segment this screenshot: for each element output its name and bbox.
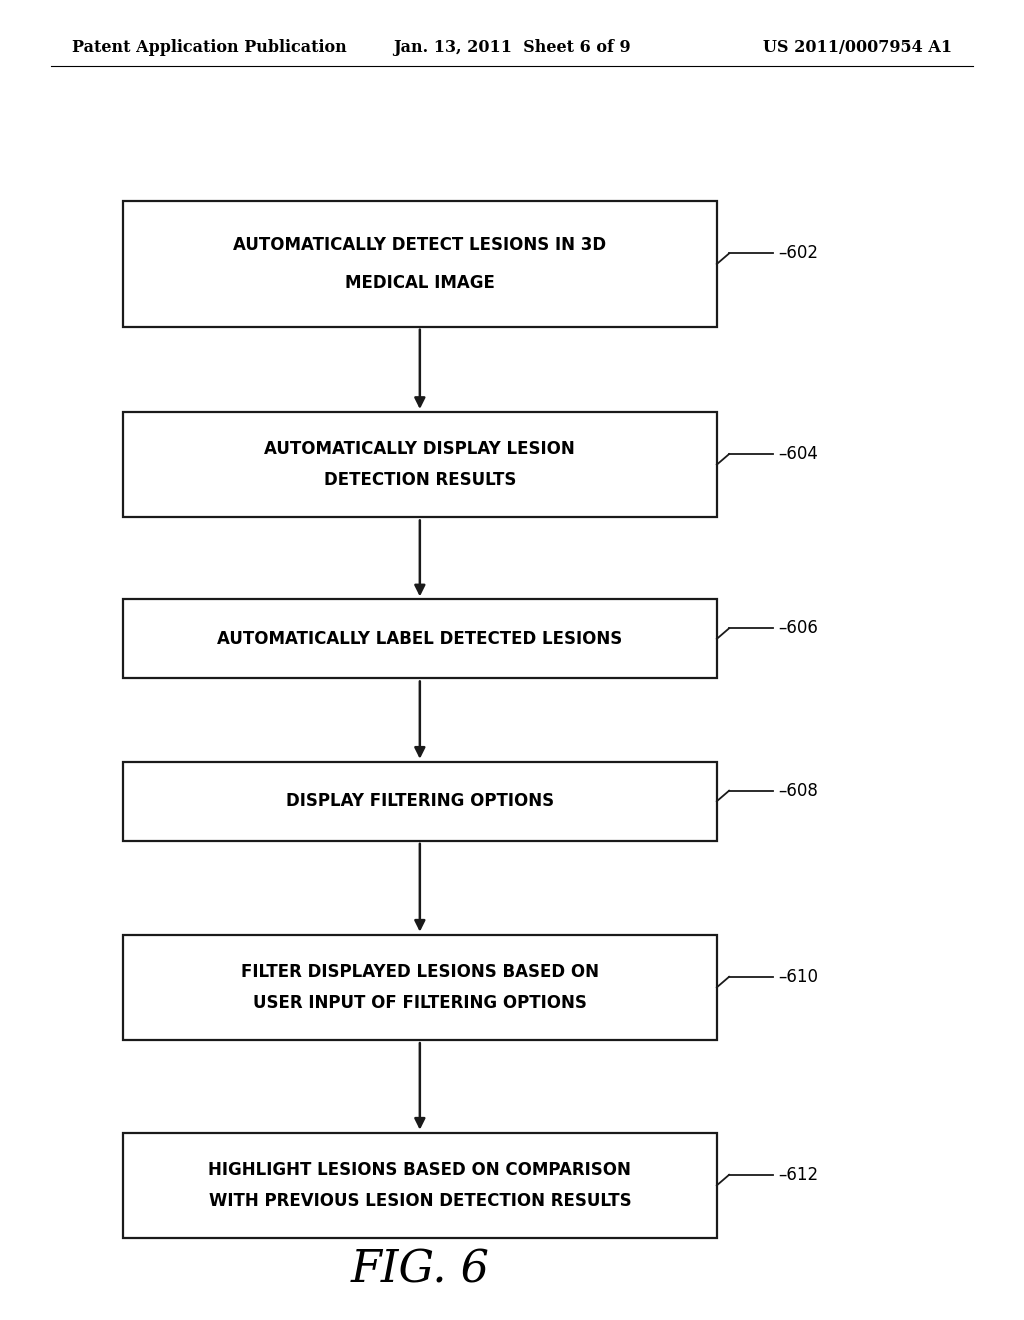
Bar <box>123 599 717 678</box>
Text: MEDICAL IMAGE: MEDICAL IMAGE <box>345 273 495 292</box>
Text: Patent Application Publication: Patent Application Publication <box>72 40 346 55</box>
Bar <box>123 1133 717 1238</box>
Text: AUTOMATICALLY DETECT LESIONS IN 3D: AUTOMATICALLY DETECT LESIONS IN 3D <box>233 236 606 255</box>
Bar <box>123 412 717 517</box>
Text: –610: –610 <box>778 968 818 986</box>
Bar <box>123 201 717 326</box>
Text: Jan. 13, 2011  Sheet 6 of 9: Jan. 13, 2011 Sheet 6 of 9 <box>393 40 631 55</box>
Text: US 2011/0007954 A1: US 2011/0007954 A1 <box>763 40 952 55</box>
Bar <box>123 762 717 841</box>
Text: FILTER DISPLAYED LESIONS BASED ON: FILTER DISPLAYED LESIONS BASED ON <box>241 962 599 981</box>
Text: AUTOMATICALLY DISPLAY LESION: AUTOMATICALLY DISPLAY LESION <box>264 440 575 458</box>
Bar <box>123 935 717 1040</box>
Text: –608: –608 <box>778 781 818 800</box>
Text: –602: –602 <box>778 244 818 263</box>
Text: DISPLAY FILTERING OPTIONS: DISPLAY FILTERING OPTIONS <box>286 792 554 810</box>
Text: –612: –612 <box>778 1166 818 1184</box>
Text: FIG. 6: FIG. 6 <box>350 1249 489 1291</box>
Text: –604: –604 <box>778 445 818 463</box>
Text: USER INPUT OF FILTERING OPTIONS: USER INPUT OF FILTERING OPTIONS <box>253 994 587 1012</box>
Text: HIGHLIGHT LESIONS BASED ON COMPARISON: HIGHLIGHT LESIONS BASED ON COMPARISON <box>209 1160 631 1179</box>
Text: WITH PREVIOUS LESION DETECTION RESULTS: WITH PREVIOUS LESION DETECTION RESULTS <box>209 1192 631 1210</box>
Text: –606: –606 <box>778 619 818 638</box>
Text: AUTOMATICALLY LABEL DETECTED LESIONS: AUTOMATICALLY LABEL DETECTED LESIONS <box>217 630 623 648</box>
Text: DETECTION RESULTS: DETECTION RESULTS <box>324 471 516 490</box>
